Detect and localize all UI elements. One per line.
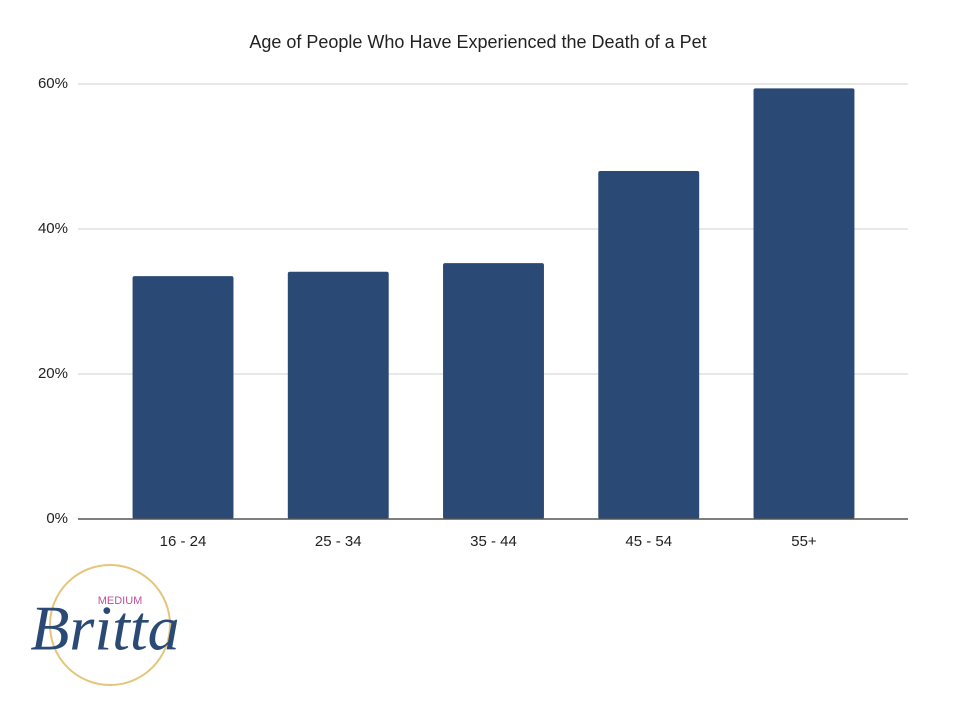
x-tick-label: 16 - 24 (160, 533, 207, 550)
bar (598, 171, 700, 519)
x-tick-label: 45 - 54 (625, 533, 672, 550)
y-tick-label: 40% (38, 220, 68, 237)
x-tick-label: 25 - 34 (315, 533, 362, 550)
y-tick-label: 0% (46, 510, 68, 527)
logo: MEDIUM Britta (30, 564, 180, 686)
x-tick-label: 55+ (791, 533, 817, 550)
x-tick-label: 35 - 44 (470, 533, 517, 550)
logo-name: Britta (30, 593, 179, 664)
bar (753, 88, 855, 519)
bar (132, 276, 234, 519)
y-tick-label: 60% (38, 75, 68, 92)
y-tick-label: 20% (38, 365, 68, 382)
bar (443, 263, 544, 519)
logo-small: MEDIUM (98, 595, 143, 607)
bar (287, 271, 389, 519)
logo-ring (49, 564, 171, 686)
chart-title: Age of People Who Have Experienced the D… (249, 32, 706, 52)
